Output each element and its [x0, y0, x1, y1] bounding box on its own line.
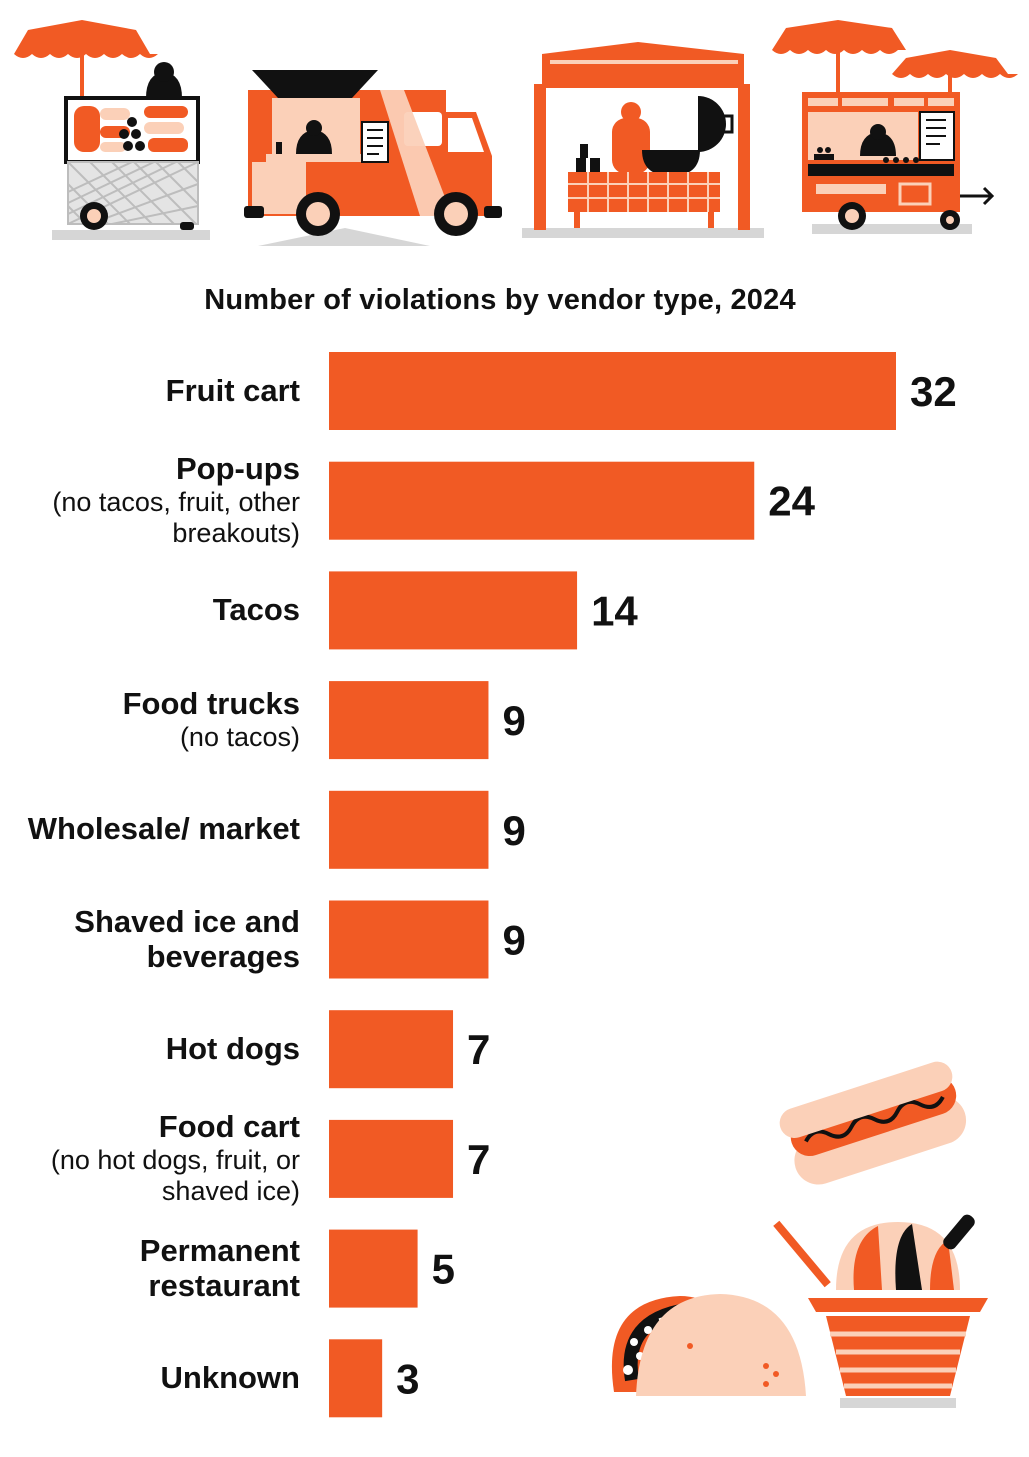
- value-label: 9: [502, 917, 525, 964]
- category-name: Food cart: [158, 1109, 300, 1145]
- bar: [329, 790, 489, 869]
- category-name: Tacos: [212, 591, 300, 627]
- value-label: 9: [502, 697, 525, 744]
- value-label: 9: [502, 807, 525, 854]
- pop-up-tent-icon: [522, 42, 764, 238]
- category-label: Unknown: [160, 1359, 301, 1396]
- chart-title: Number of violations by vendor type, 202…: [204, 284, 796, 316]
- value-label: 5: [432, 1246, 455, 1293]
- fruit-cart-icon: [14, 20, 210, 240]
- bar: [329, 571, 578, 650]
- category-label: Pop-ups (no tacos, fruit, other breakouts…: [20, 451, 300, 549]
- value-label: 7: [467, 1136, 490, 1183]
- category-label: Tacos: [212, 591, 300, 628]
- category-name: Shaved ice and beverages: [74, 904, 300, 974]
- value-label: 7: [467, 1026, 490, 1073]
- value-label: 32: [910, 368, 957, 415]
- bar: [329, 1010, 454, 1089]
- bar: [329, 1119, 454, 1198]
- food-cart-icon: [772, 20, 1018, 234]
- category-name: Wholesale/ market: [27, 811, 300, 847]
- category-name: Fruit cart: [165, 372, 300, 408]
- bar: [329, 352, 896, 430]
- vendor-illustrations: [14, 20, 1018, 246]
- category-label: Wholesale/ market: [28, 812, 300, 847]
- category-label: Fruit cart: [165, 372, 300, 409]
- category-label: Permanent restaurant: [20, 1233, 300, 1303]
- category-name: Pop-ups: [176, 451, 300, 487]
- category-label: Food cart (no hot dogs, fruit, or shaved …: [20, 1110, 300, 1207]
- category-name: Hot dogs: [165, 1030, 300, 1066]
- category-name: Food trucks: [122, 686, 300, 722]
- food-truck-icon: [244, 70, 502, 246]
- category-note: (no tacos, fruit, other breakouts): [52, 486, 300, 548]
- category-label: Hot dogs: [165, 1030, 300, 1067]
- bar: [329, 681, 489, 760]
- bar: [329, 1229, 418, 1308]
- category-note: (no tacos): [179, 721, 300, 752]
- category-label: Shaved ice and beverages: [20, 904, 300, 974]
- category-name: Permanent restaurant: [139, 1233, 300, 1303]
- value-label: 24: [768, 478, 815, 525]
- category-label: Food trucks (no tacos): [122, 686, 300, 753]
- bar: [329, 461, 755, 540]
- bar: [329, 1339, 383, 1418]
- category-note: (no hot dogs, fruit, or shaved ice): [50, 1145, 300, 1207]
- category-name: Unknown: [160, 1359, 301, 1395]
- bar: [329, 900, 489, 979]
- value-label: 14: [591, 587, 638, 634]
- value-label: 3: [396, 1355, 419, 1402]
